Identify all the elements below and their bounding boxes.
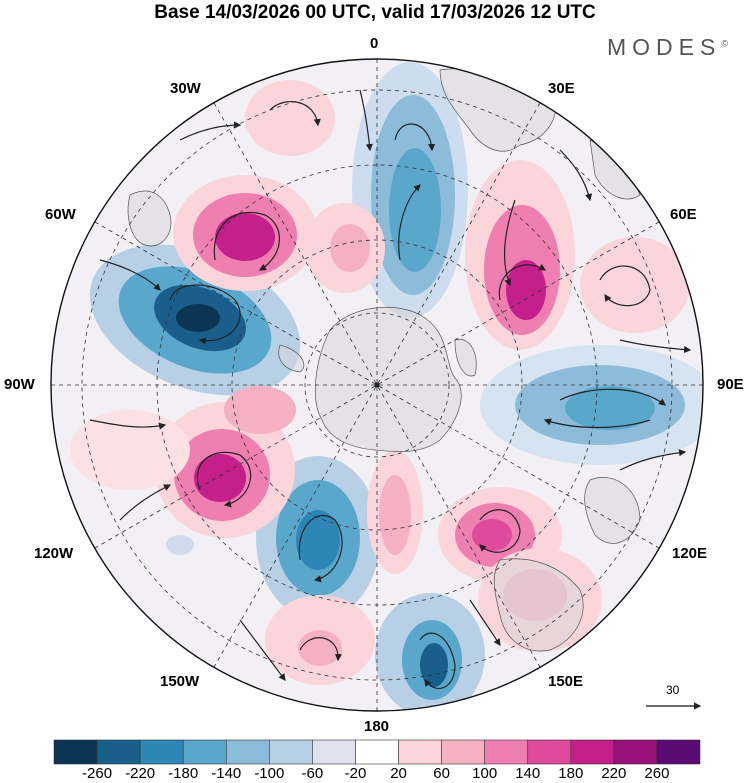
longitude-label-120w: 120W (34, 545, 74, 562)
longitude-label-60e: 60E (670, 206, 697, 223)
colorbar-tick-label: 220 (601, 765, 627, 782)
colorbar-tick-label: -20 (344, 765, 367, 782)
colorbar-swatch (312, 739, 356, 765)
colorbar-tick-label: 260 (644, 765, 670, 782)
brand-logo: MODES© (607, 34, 728, 60)
colorbar-swatch (398, 739, 442, 765)
longitude-label-180: 180 (364, 718, 390, 735)
longitude-label-150e: 150E (548, 673, 584, 690)
colorbar-swatch (182, 739, 227, 765)
colorbar-swatch (96, 739, 141, 765)
longitude-label-30e: 30E (548, 80, 575, 97)
colorbar-tick-label: -220 (125, 765, 156, 782)
reference-vector-value: 30 (666, 683, 680, 697)
colorbar-tick-label: -140 (211, 765, 242, 782)
colorbar-tick-label: 100 (472, 765, 498, 782)
colorbar-tick-label: -180 (168, 765, 199, 782)
longitude-label-90w: 90W (4, 376, 35, 393)
longitude-label-0: 0 (370, 35, 379, 52)
colorbar-swatch (269, 739, 313, 765)
colorbar-swatch (527, 739, 572, 765)
colorbar-tick-label: 140 (515, 765, 541, 782)
longitude-label-120e: 120E (672, 545, 708, 562)
longitude-label-60w: 60W (45, 206, 76, 223)
colorbar-swatch (139, 739, 184, 765)
longitude-label-90e: 90E (717, 376, 744, 393)
chart-title: Base 14/03/2026 00 UTC, valid 17/03/2026… (154, 2, 596, 23)
colorbar-swatch (484, 739, 529, 765)
colorbar-tick-label: 180 (558, 765, 584, 782)
longitude-label-150w: 150W (160, 673, 200, 690)
longitude-label-30w: 30W (170, 80, 201, 97)
colorbar-swatch (53, 739, 98, 765)
colorbar-tick-label: -260 (82, 765, 113, 782)
colorbar-swatch (613, 739, 658, 765)
colorbar-tick-label: 20 (390, 765, 407, 782)
colorbar-swatch (656, 739, 701, 765)
colorbar-swatch (570, 739, 615, 765)
colorbar-tick-label: -100 (254, 765, 285, 782)
colorbar-tick-label: -60 (301, 765, 324, 782)
anomaly-field (70, 62, 703, 711)
colorbar (53, 739, 701, 765)
colorbar-swatch (225, 739, 270, 765)
graticule (51, 59, 703, 711)
colorbar-tick-label: 60 (433, 765, 450, 782)
colorbar-swatch (355, 739, 399, 765)
colorbar-swatch (441, 739, 485, 765)
